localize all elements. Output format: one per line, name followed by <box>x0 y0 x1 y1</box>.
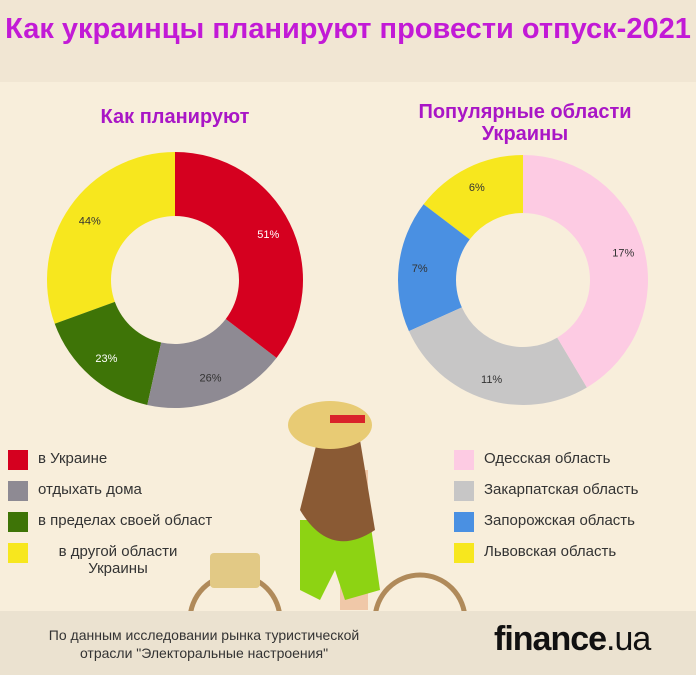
legend-swatch <box>454 512 474 532</box>
slice-label: 17% <box>612 247 634 259</box>
header-band <box>0 0 696 82</box>
donut-slice <box>175 152 303 358</box>
legend-label: отдыхать дома <box>38 481 142 498</box>
slice-label: 11% <box>481 374 502 386</box>
legend-item: Одесская область <box>454 450 611 470</box>
legend-item: Запорожская область <box>454 512 635 532</box>
donut-slice <box>54 301 162 405</box>
source-note: По данным исследовании рынка туристическ… <box>48 627 360 661</box>
legend-swatch <box>8 512 28 532</box>
slice-label: 44% <box>79 215 101 227</box>
legend-label: в Украине <box>38 450 108 467</box>
slice-label: 26% <box>200 373 222 385</box>
finance-ua-logo[interactable]: finance.ua <box>494 620 651 658</box>
legend-label: Запорожская область <box>484 512 635 529</box>
legend-label: Одесская область <box>484 450 611 467</box>
legend-item: отдыхать дома <box>8 481 142 501</box>
legend-swatch <box>8 481 28 501</box>
donut-slice <box>523 155 649 388</box>
legend-item: в пределах своей област <box>8 512 212 532</box>
legend-label: Львовская область <box>484 543 617 560</box>
legend-swatch <box>8 543 28 563</box>
slice-label: 51% <box>257 229 279 241</box>
legend-item: Львовская область <box>454 543 616 563</box>
chart1-title: Как планируют <box>100 106 250 128</box>
legend-swatch <box>454 481 474 501</box>
page-title: Как украинцы планируют провести отпуск-2… <box>5 13 691 45</box>
slice-label: 23% <box>95 353 117 365</box>
legend-item: в другой области Украины <box>8 543 198 577</box>
donut-slice <box>398 204 470 332</box>
donut-slice <box>423 155 523 240</box>
slice-label: 6% <box>469 182 485 194</box>
legend-label: в другой области Украины <box>58 543 178 577</box>
donut-slice <box>147 318 277 408</box>
legend-swatch <box>454 450 474 470</box>
legend-item: в Украине <box>8 450 107 470</box>
donut-slice <box>47 152 175 324</box>
legend-label: Закарпатская область <box>484 481 639 498</box>
slice-label: 7% <box>412 263 428 275</box>
legend-swatch <box>454 543 474 563</box>
chart2-title: Популярные области Украины <box>418 101 632 145</box>
footer-band <box>0 611 696 675</box>
legend-item: Закарпатская область <box>454 481 638 501</box>
legend-swatch <box>8 450 28 470</box>
legend-label: в пределах своей област <box>38 512 213 529</box>
donut-slice <box>408 307 587 405</box>
